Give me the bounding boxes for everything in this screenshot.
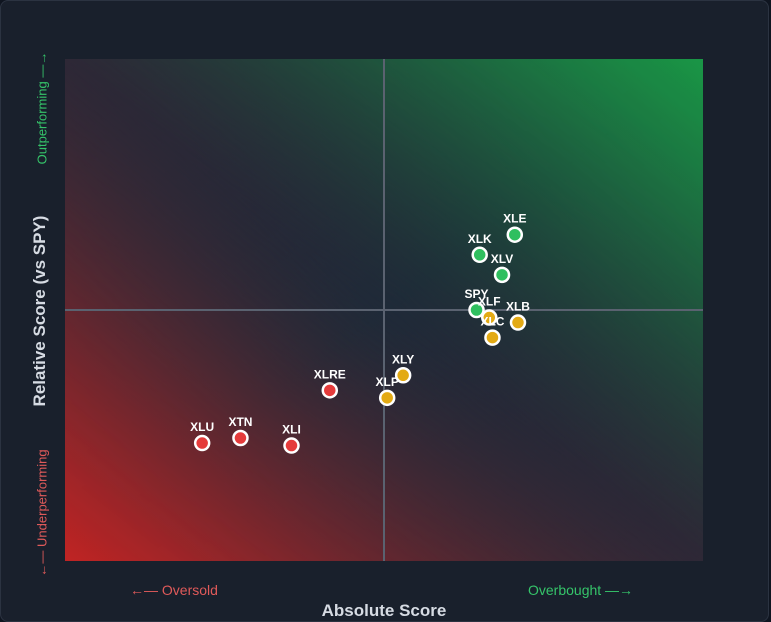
point-label-xlu: XLU [190,420,214,434]
y-high-label: Outperforming —→ [34,51,50,165]
plot-area: XLE XLK XLV SPY XLF XLB XLC XLY XLP XLRE XLU XTN XLI [65,59,703,561]
point-label-xli: XLI [282,423,301,437]
point-xly[interactable] [394,367,412,384]
point-xlb[interactable] [509,314,527,331]
x-high-label: Overbought —→ [528,582,634,598]
point-label-xlk: XLK [468,232,492,246]
point-label-xlv: XLV [491,252,513,266]
point-label-xly: XLY [392,352,414,366]
point-label-xlf: XLF [478,295,501,309]
point-xlu[interactable] [193,434,211,452]
point-label-xlb: XLB [506,300,530,314]
point-xlre[interactable] [321,382,339,399]
point-xlf[interactable] [481,309,498,326]
x-low-label: ←— Oversold [130,582,218,598]
point-label-spy: SPY [465,287,489,301]
y-low-label: ←— Underperforming [34,449,50,577]
point-label-xlre: XLRE [314,367,346,381]
point-xlk[interactable] [471,246,488,264]
point-label-xlp: XLP [376,375,399,389]
point-label-xle: XLE [503,212,526,226]
point-xli[interactable] [283,437,300,454]
point-xle[interactable] [506,226,524,243]
point-label-xtn: XTN [228,415,252,429]
point-label-xlc: XLC [480,315,504,329]
x-axis-title: Absolute Score [321,601,447,620]
point-xlp[interactable] [378,389,396,407]
point-xtn[interactable] [232,429,249,447]
point-xlv[interactable] [493,266,511,284]
point-xlc[interactable] [484,329,501,346]
y-axis-title: Relative Score (vs SPY) [30,215,49,407]
point-spy[interactable] [468,301,485,319]
